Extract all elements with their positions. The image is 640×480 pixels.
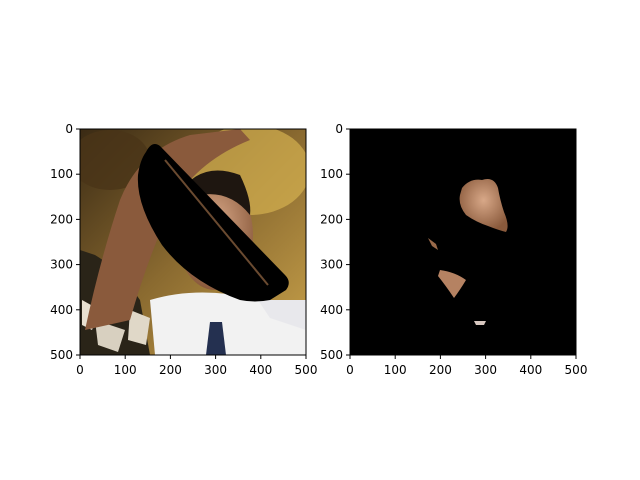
left-ytick-label: 200 (50, 212, 73, 226)
left-axes-frame (79, 128, 307, 356)
left-image (80, 129, 306, 355)
right-ytick-label: 400 (320, 303, 343, 317)
right-xtick-label: 200 (429, 363, 452, 377)
right-ytick-label: 0 (335, 122, 343, 136)
right-xtick-label: 500 (565, 363, 588, 377)
left-ytick-label: 400 (50, 303, 73, 317)
right-ytick-label: 100 (320, 167, 343, 181)
left-ytick-label: 500 (50, 348, 73, 362)
right-axes-frame (349, 128, 577, 356)
left-ytick-label: 0 (65, 122, 73, 136)
right-xtick-label: 300 (474, 363, 497, 377)
left-xtick-label: 500 (295, 363, 318, 377)
right-xtick-label: 100 (384, 363, 407, 377)
right-ytick-label: 200 (320, 212, 343, 226)
right-xtick-label: 0 (346, 363, 354, 377)
left-ytick-label: 100 (50, 167, 73, 181)
left-xtick-label: 300 (204, 363, 227, 377)
left-xtick-label: 400 (249, 363, 272, 377)
left-xtick-label: 200 (159, 363, 182, 377)
left-xtick-label: 100 (114, 363, 137, 377)
right-ytick-label: 500 (320, 348, 343, 362)
left-ytick-label: 300 (50, 258, 73, 272)
right-ytick-label: 300 (320, 258, 343, 272)
right-xtick-label: 400 (519, 363, 542, 377)
right-image (350, 129, 576, 355)
left-xtick-label: 0 (76, 363, 84, 377)
